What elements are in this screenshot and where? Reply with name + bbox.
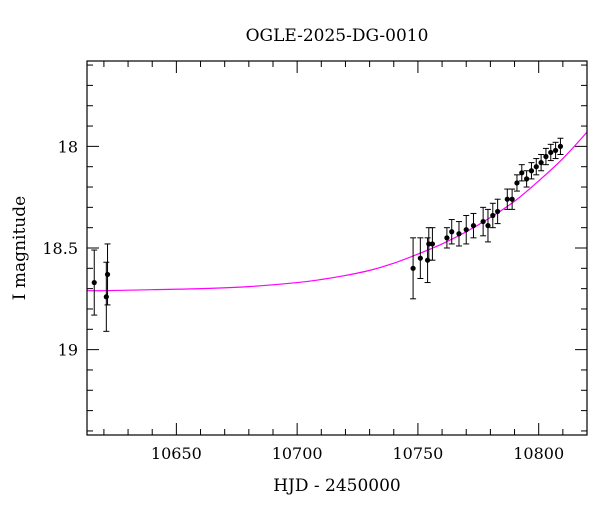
data-point bbox=[463, 227, 469, 233]
y-tick-label: 18 bbox=[58, 137, 78, 156]
data-point bbox=[495, 208, 501, 215]
chart-title: OGLE-2025-DG-0010 bbox=[246, 26, 429, 46]
data-point bbox=[426, 241, 432, 247]
model-curve bbox=[86, 131, 588, 292]
data-point bbox=[548, 149, 554, 156]
data-point bbox=[519, 170, 525, 176]
data-point bbox=[490, 212, 496, 219]
axis-ticks bbox=[87, 61, 588, 435]
data-point bbox=[104, 271, 111, 278]
data-point bbox=[557, 143, 564, 149]
data-point bbox=[429, 241, 436, 247]
data-point bbox=[449, 229, 455, 235]
data-point bbox=[410, 265, 416, 271]
data-point bbox=[538, 160, 544, 166]
x-tick-label: 10750 bbox=[392, 444, 443, 463]
data-point bbox=[524, 176, 530, 182]
data-point bbox=[552, 147, 559, 154]
data-point bbox=[533, 164, 539, 170]
data-point bbox=[480, 218, 486, 225]
y-tick-label: 19 bbox=[58, 341, 78, 360]
data-points bbox=[91, 137, 564, 332]
data-point bbox=[514, 180, 520, 186]
data-point bbox=[504, 196, 510, 202]
data-point bbox=[417, 255, 423, 261]
data-point bbox=[470, 223, 477, 229]
tick-labels: 10650 10700 10750 10800 18 18.5 19 bbox=[42, 137, 564, 463]
x-tick-label: 10650 bbox=[151, 444, 202, 463]
data-point bbox=[456, 231, 462, 237]
x-tick-label: 10700 bbox=[272, 444, 323, 463]
data-point bbox=[444, 235, 450, 241]
x-axis-label: HJD - 2450000 bbox=[273, 476, 401, 496]
y-axis-label: I magnitude bbox=[10, 196, 30, 300]
data-point bbox=[543, 153, 549, 160]
data-point bbox=[103, 294, 109, 300]
data-point bbox=[509, 196, 515, 202]
data-point bbox=[91, 279, 97, 286]
data-point bbox=[485, 223, 491, 229]
data-point bbox=[528, 168, 535, 174]
x-tick-label: 10800 bbox=[513, 444, 564, 463]
plot-frame bbox=[86, 60, 588, 436]
y-tick-label: 18.5 bbox=[42, 239, 78, 258]
